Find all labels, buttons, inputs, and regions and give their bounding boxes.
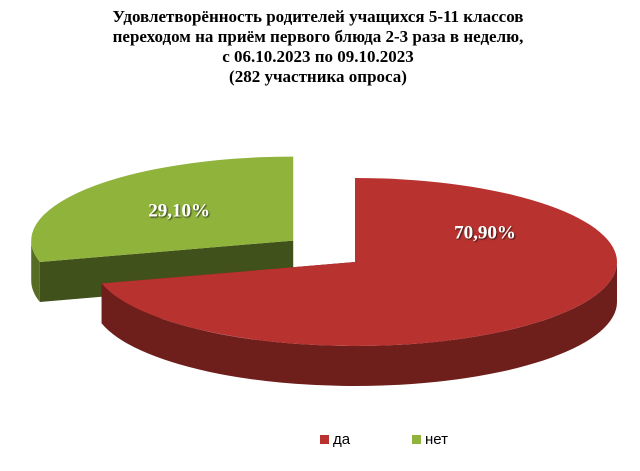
- data-label: 29,10%: [148, 201, 210, 222]
- slice-top: [31, 156, 294, 262]
- slice-side: [101, 262, 617, 386]
- legend-swatch: [320, 435, 329, 444]
- data-label: 70,90%: [454, 222, 516, 243]
- legend-label: да: [333, 431, 351, 448]
- title-line: с 06.10.2023 по 09.10.2023: [222, 47, 414, 66]
- title-line: (282 участника опроса): [229, 67, 407, 86]
- title: Удовлетворённость родителей учащихся 5-1…: [113, 7, 524, 86]
- slice-side: [31, 240, 40, 302]
- pie: 29,10% 70,90%: [31, 156, 617, 386]
- title-line: переходом на приём первого блюда 2-3 раз…: [113, 27, 524, 46]
- slice-top: [101, 178, 617, 346]
- legend-swatch: [412, 435, 421, 444]
- legend: да нет: [320, 431, 448, 448]
- slice: 70,90%: [101, 178, 617, 386]
- legend-label: нет: [425, 431, 448, 448]
- title-line: Удовлетворённость родителей учащихся 5-1…: [113, 7, 524, 26]
